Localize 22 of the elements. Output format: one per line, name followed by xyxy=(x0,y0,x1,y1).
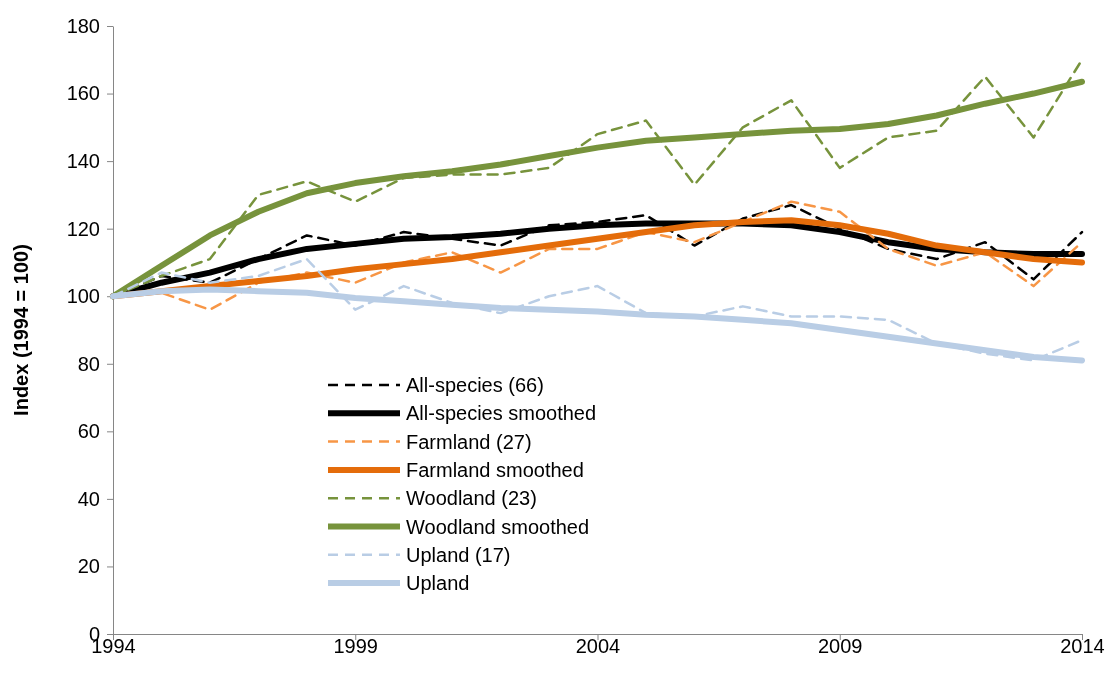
y-tick-label: 120 xyxy=(66,217,100,240)
x-tick-label: 2009 xyxy=(818,635,863,657)
y-axis-title: Index (1994 = 100) xyxy=(10,244,32,416)
legend-label: Farmland (27) xyxy=(406,430,532,453)
legend-label: Woodland (23) xyxy=(406,487,537,510)
x-tick-label: 2004 xyxy=(575,635,621,657)
legend-label: Upland xyxy=(406,572,470,595)
legend-label: All-species (66) xyxy=(406,374,544,396)
y-tick-label: 60 xyxy=(77,420,100,443)
y-tick-label: 100 xyxy=(66,285,100,308)
y-tick-label: 40 xyxy=(77,487,100,510)
legend-label: Woodland smoothed xyxy=(406,515,590,538)
x-tick-label: 2014 xyxy=(1060,635,1105,657)
legend-label: All-species smoothed xyxy=(406,402,597,425)
legend-label: Farmland smoothed xyxy=(406,458,584,481)
y-tick-label: 180 xyxy=(66,14,100,37)
y-tick-label: 20 xyxy=(77,555,100,578)
y-tick-label: 80 xyxy=(77,352,100,375)
x-tick-label: 1999 xyxy=(333,635,378,657)
legend-label: Upland (17) xyxy=(406,543,511,566)
y-tick-label: 160 xyxy=(66,82,100,105)
y-tick-label: 140 xyxy=(66,150,100,173)
